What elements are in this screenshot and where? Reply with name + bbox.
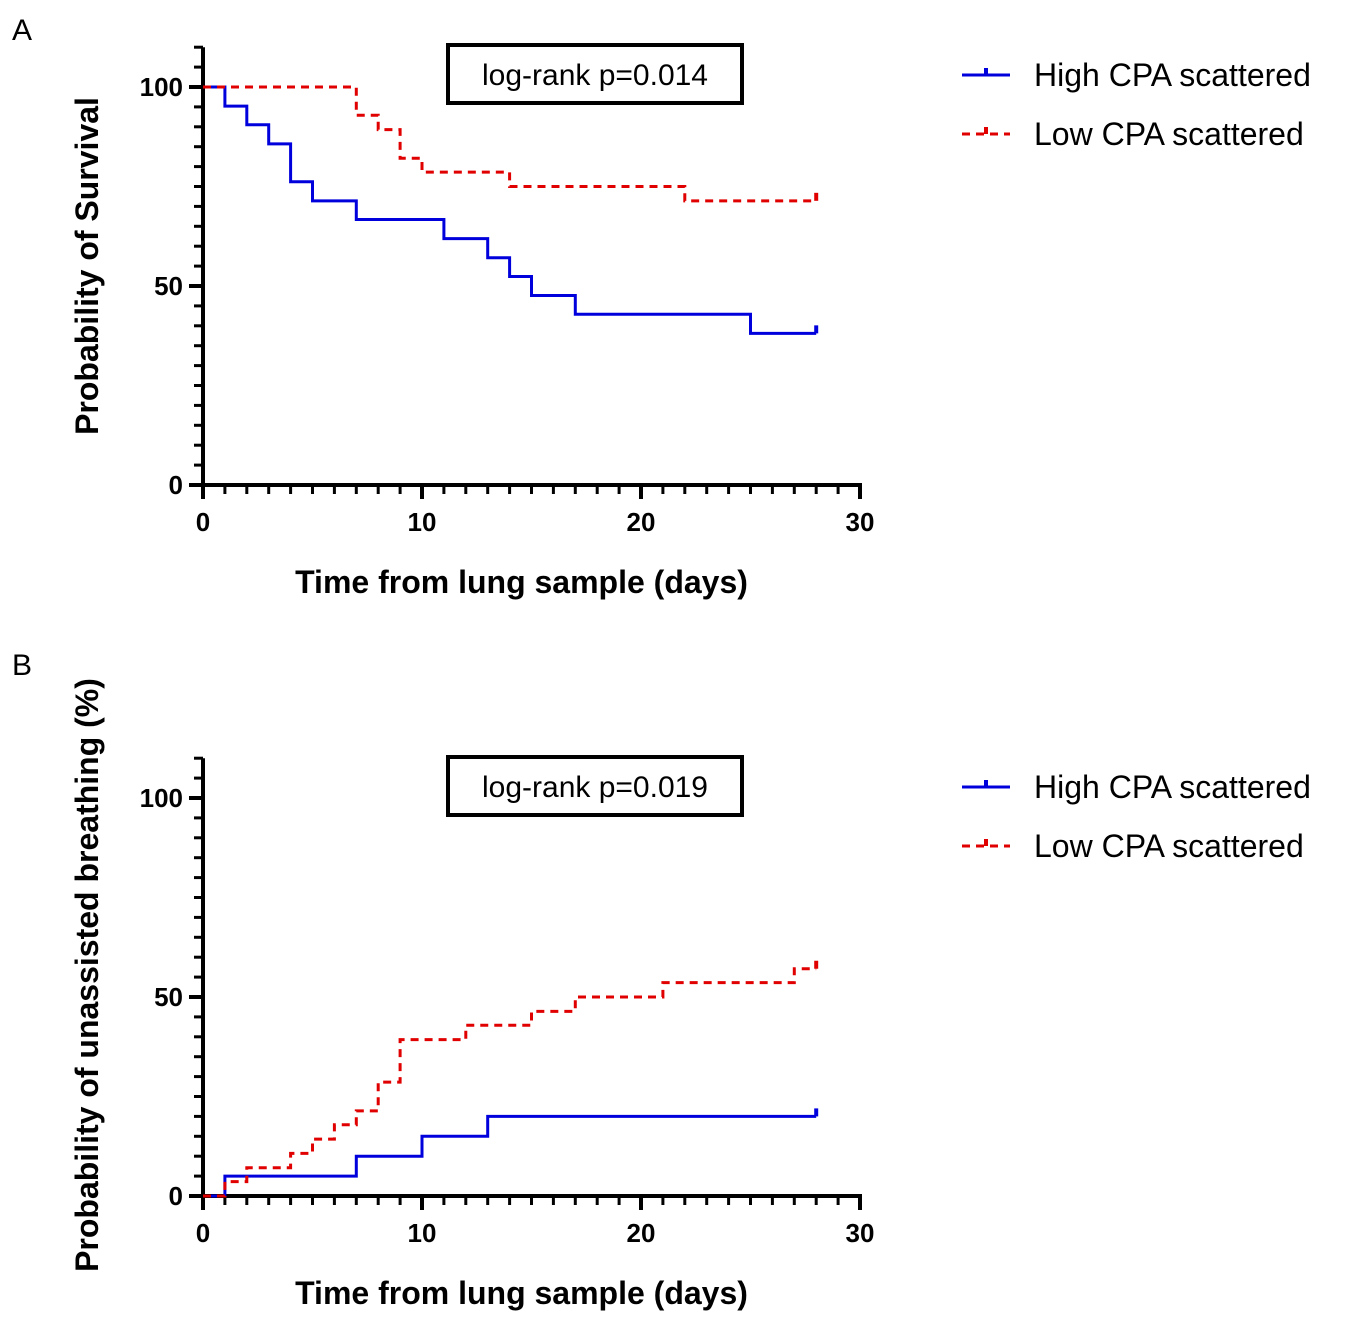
- panel-label: B: [12, 649, 32, 682]
- y-tick-label: 100: [140, 783, 183, 813]
- y-tick-label: 100: [140, 72, 183, 102]
- annotation-box: [446, 43, 744, 105]
- x-tick-label: 20: [627, 1218, 656, 1248]
- x-tick-label: 30: [846, 507, 875, 537]
- y-tick-label: 50: [154, 982, 183, 1012]
- legend-label: Low CPA scattered: [1034, 116, 1304, 152]
- legend-label: High CPA scattered: [1034, 57, 1311, 93]
- x-tick-label: 20: [627, 507, 656, 537]
- series-line-high-cpa: [203, 85, 817, 335]
- x-tick-label: 10: [408, 507, 437, 537]
- y-tick-label: 0: [169, 470, 183, 500]
- series-line-low-cpa: [203, 967, 817, 1198]
- annotation-box: [446, 755, 744, 817]
- panel-a: A 0 10 20 30 0 50 100 Time from lung sample (day…: [12, 14, 1311, 600]
- y-tick-label: 0: [169, 1181, 183, 1211]
- log-rank-p-value: log-rank p=0.019: [482, 771, 708, 804]
- panel-label: A: [12, 14, 32, 47]
- x-axis-label: Time from lung sample (days): [295, 1275, 748, 1311]
- y-tick-label: 50: [154, 271, 183, 301]
- series-line-high-cpa: [203, 1114, 817, 1198]
- series-line-low-cpa: [203, 85, 817, 203]
- legend-label: Low CPA scattered: [1034, 828, 1304, 864]
- x-axis-label: Time from lung sample (days): [295, 564, 748, 600]
- legend-label: High CPA scattered: [1034, 769, 1311, 805]
- x-tick-label: 0: [196, 507, 210, 537]
- x-tick-label: 0: [196, 1218, 210, 1248]
- y-axis-label: Probability of unassisted breathing (%): [69, 678, 105, 1272]
- y-axis-label: Probability of Survival: [69, 97, 105, 435]
- panel-b: B 0 10 20 30 0 50 100 Time from lung sample (day…: [12, 649, 1311, 1311]
- log-rank-p-value: log-rank p=0.014: [482, 59, 708, 92]
- x-tick-label: 10: [408, 1218, 437, 1248]
- x-tick-label: 30: [846, 1218, 875, 1248]
